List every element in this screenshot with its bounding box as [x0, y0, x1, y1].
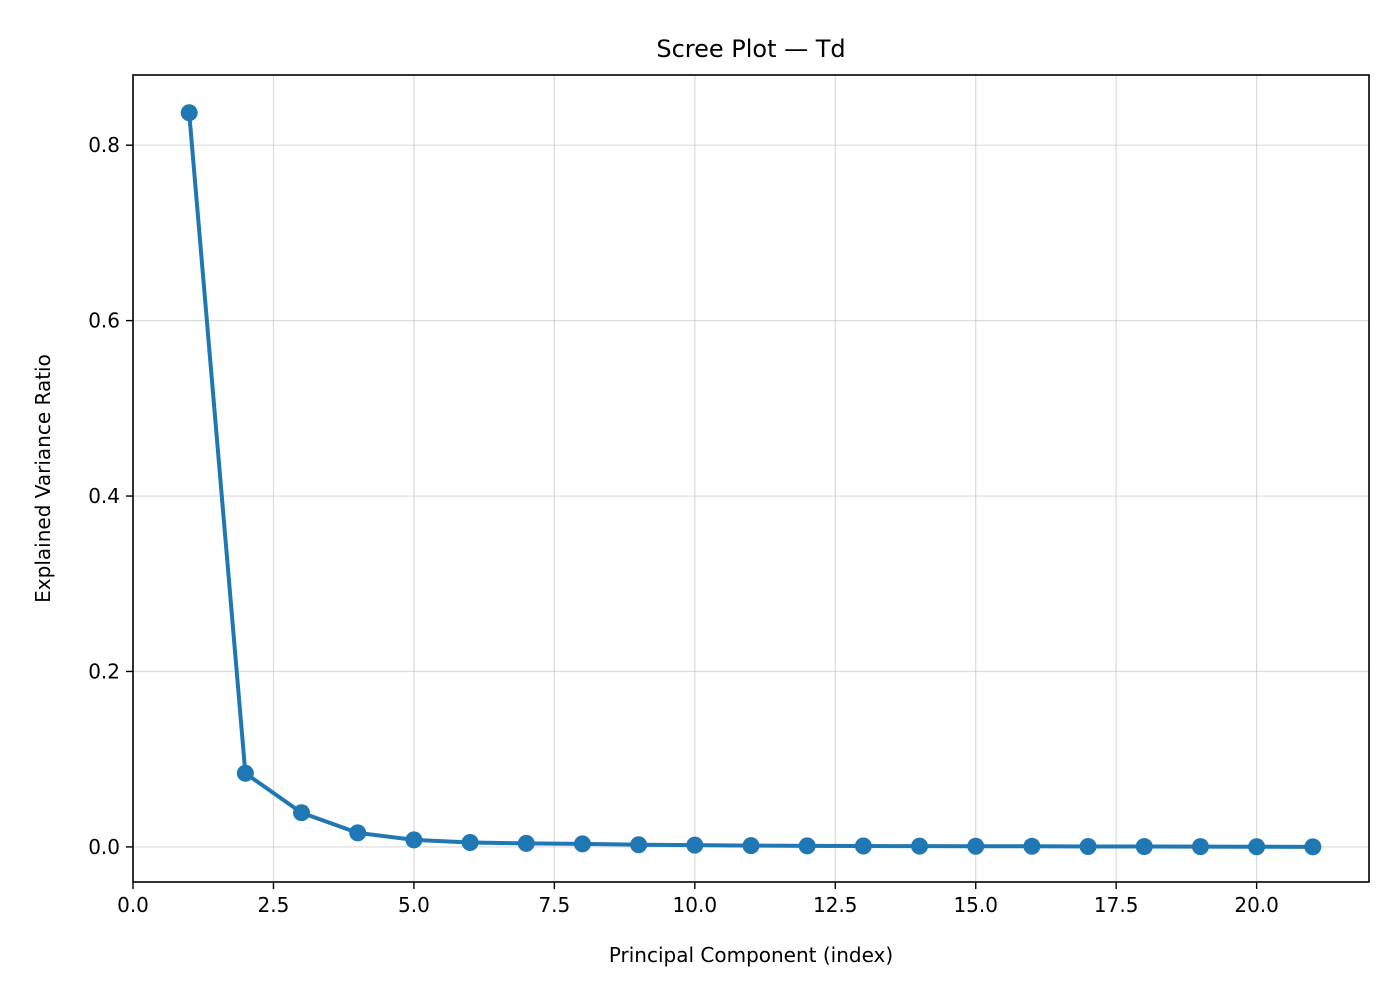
data-point	[854, 837, 872, 855]
plot-frame	[132, 74, 1370, 883]
x-tick-label: 0.0	[117, 893, 149, 917]
data-point	[236, 764, 254, 782]
y-axis-ticks: 0.0 0.2 0.4 0.6 0.8	[88, 133, 133, 859]
x-tick-label: 12.5	[813, 893, 858, 917]
data-point	[742, 837, 760, 855]
x-tick-label: 2.5	[258, 893, 290, 917]
data-point	[1135, 838, 1153, 856]
x-axis-ticks: 0.0 2.5 5.0 7.5 10.0 12.5 15.0 17.5 20.0	[117, 882, 1279, 917]
y-tick-label: 0.4	[88, 484, 120, 508]
data-point	[798, 837, 816, 855]
data-point	[911, 837, 929, 855]
data-point	[1079, 837, 1097, 855]
data-point	[461, 834, 479, 852]
series-layer	[180, 104, 1322, 856]
data-point	[1248, 838, 1266, 856]
y-axis-label: Explained Variance Ratio	[31, 354, 55, 603]
x-axis-label: Principal Component (index)	[609, 943, 893, 967]
data-point	[1023, 837, 1041, 855]
data-point	[686, 836, 704, 854]
y-tick-label: 0.2	[88, 659, 120, 683]
x-tick-label: 7.5	[538, 893, 570, 917]
data-point	[405, 831, 423, 849]
data-point	[180, 104, 198, 122]
x-tick-label: 10.0	[673, 893, 718, 917]
y-tick-label: 0.6	[88, 309, 120, 333]
data-point	[1304, 838, 1322, 856]
y-tick-label: 0.8	[88, 133, 120, 157]
data-point	[517, 834, 535, 852]
data-point	[967, 837, 985, 855]
x-tick-label: 15.0	[953, 893, 998, 917]
data-point	[349, 824, 367, 842]
data-point	[630, 836, 648, 854]
chart-title: Scree Plot — Td	[656, 35, 845, 63]
data-point	[1191, 838, 1209, 856]
data-point	[293, 804, 311, 822]
y-tick-label: 0.0	[88, 835, 120, 859]
x-tick-label: 17.5	[1094, 893, 1139, 917]
x-tick-label: 20.0	[1234, 893, 1279, 917]
data-point	[573, 835, 591, 853]
x-tick-label: 5.0	[398, 893, 430, 917]
